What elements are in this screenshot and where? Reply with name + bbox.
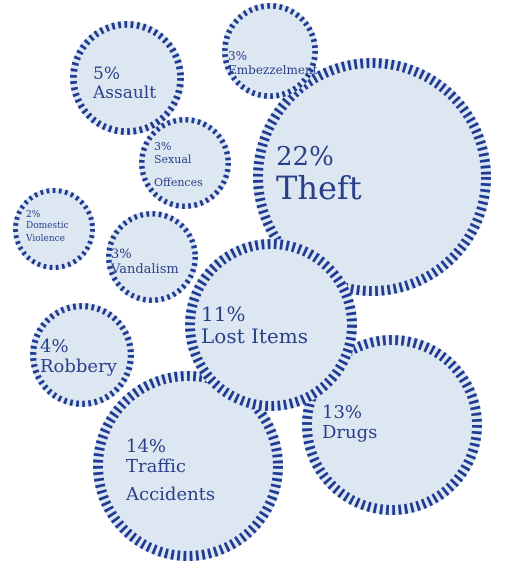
- bubble-fill-drugs: [302, 335, 482, 515]
- bubble-ring-drugs: [302, 335, 482, 515]
- bubble-category-label-lost-items: Lost Items: [201, 324, 308, 348]
- bubble-ring-theft: [253, 58, 491, 296]
- bubble-pct-label-sexual-offences: 3%: [154, 140, 171, 153]
- bubble-category-label-sexual-offences-1: Sexual: [154, 153, 192, 166]
- bubble-ring-sexual-offences: [138, 116, 231, 209]
- bubble-embezzelment: [222, 3, 319, 99]
- bubble-pct-label-domestic-violence: 2%: [26, 210, 41, 220]
- bubble-ring-assault: [69, 20, 185, 136]
- bubble-category-label-traffic-accidents-2: Accidents: [125, 484, 215, 505]
- bubble-fill-sexual-offences: [139, 117, 231, 209]
- bubble-category-label-vandalism: Vandalism: [110, 262, 179, 277]
- bubble-pct-label-lost-items: 11%: [201, 302, 245, 326]
- bubble-pct-label-robbery: 4%: [40, 336, 69, 357]
- bubble-category-label-domestic-violence-2: Violence: [25, 234, 65, 244]
- bubble-fill-robbery: [30, 303, 134, 407]
- bubble-ring-vandalism: [105, 210, 198, 303]
- bubble-assault: [69, 20, 185, 136]
- bubble-fill-theft: [253, 58, 491, 296]
- bubble-vandalism: [105, 210, 198, 303]
- bubble-pct-label-vandalism: 3%: [111, 247, 132, 262]
- bubble-pct-label-traffic-accidents: 14%: [126, 436, 166, 457]
- bubble-category-label-sexual-offences-2: Offences: [154, 176, 203, 189]
- bubble-traffic-accidents: [93, 371, 283, 561]
- bubble-fill-lost-items: [185, 239, 357, 411]
- bubble-ring-robbery: [29, 302, 135, 407]
- bubble-fill-traffic-accidents: [93, 371, 283, 561]
- bubble-lost-items: [185, 239, 357, 411]
- bubble-drugs: [302, 335, 482, 515]
- bubble-ring-lost-items: [185, 239, 357, 411]
- bubble-fill-embezzelment: [222, 3, 318, 99]
- bubble-category-label-assault: Assault: [92, 83, 156, 103]
- bubble-pct-label-assault: 5%: [93, 64, 120, 84]
- bubble-theft: [253, 58, 491, 296]
- bubble-ring-traffic-accidents: [93, 371, 283, 561]
- bubble-category-label-theft: Theft: [276, 169, 362, 207]
- bubble-category-label-robbery: Robbery: [40, 356, 118, 377]
- bubble-category-label-drugs: Drugs: [322, 422, 377, 443]
- bubble-category-label-domestic-violence-1: Domestic: [26, 221, 69, 231]
- bubble-fill-assault: [70, 21, 184, 135]
- bubble-pct-label-drugs: 13%: [322, 402, 362, 423]
- bubble-ring-embezzelment: [222, 3, 319, 99]
- bubble-category-label-traffic-accidents-1: Traffic: [126, 456, 186, 477]
- bubble-fill-domestic-violence: [13, 188, 95, 270]
- bubble-domestic-violence: [13, 188, 95, 270]
- bubble-ring-domestic-violence: [13, 188, 95, 270]
- bubble-pct-label-theft: 22%: [276, 142, 334, 172]
- bubble-robbery: [29, 302, 135, 407]
- bubble-category-label-embezzelment: Embezzelment: [228, 63, 318, 77]
- bubble-sexual-offences: [138, 116, 231, 209]
- bubble-pct-label-embezzelment: 3%: [228, 49, 247, 63]
- bubble-fill-vandalism: [106, 211, 198, 303]
